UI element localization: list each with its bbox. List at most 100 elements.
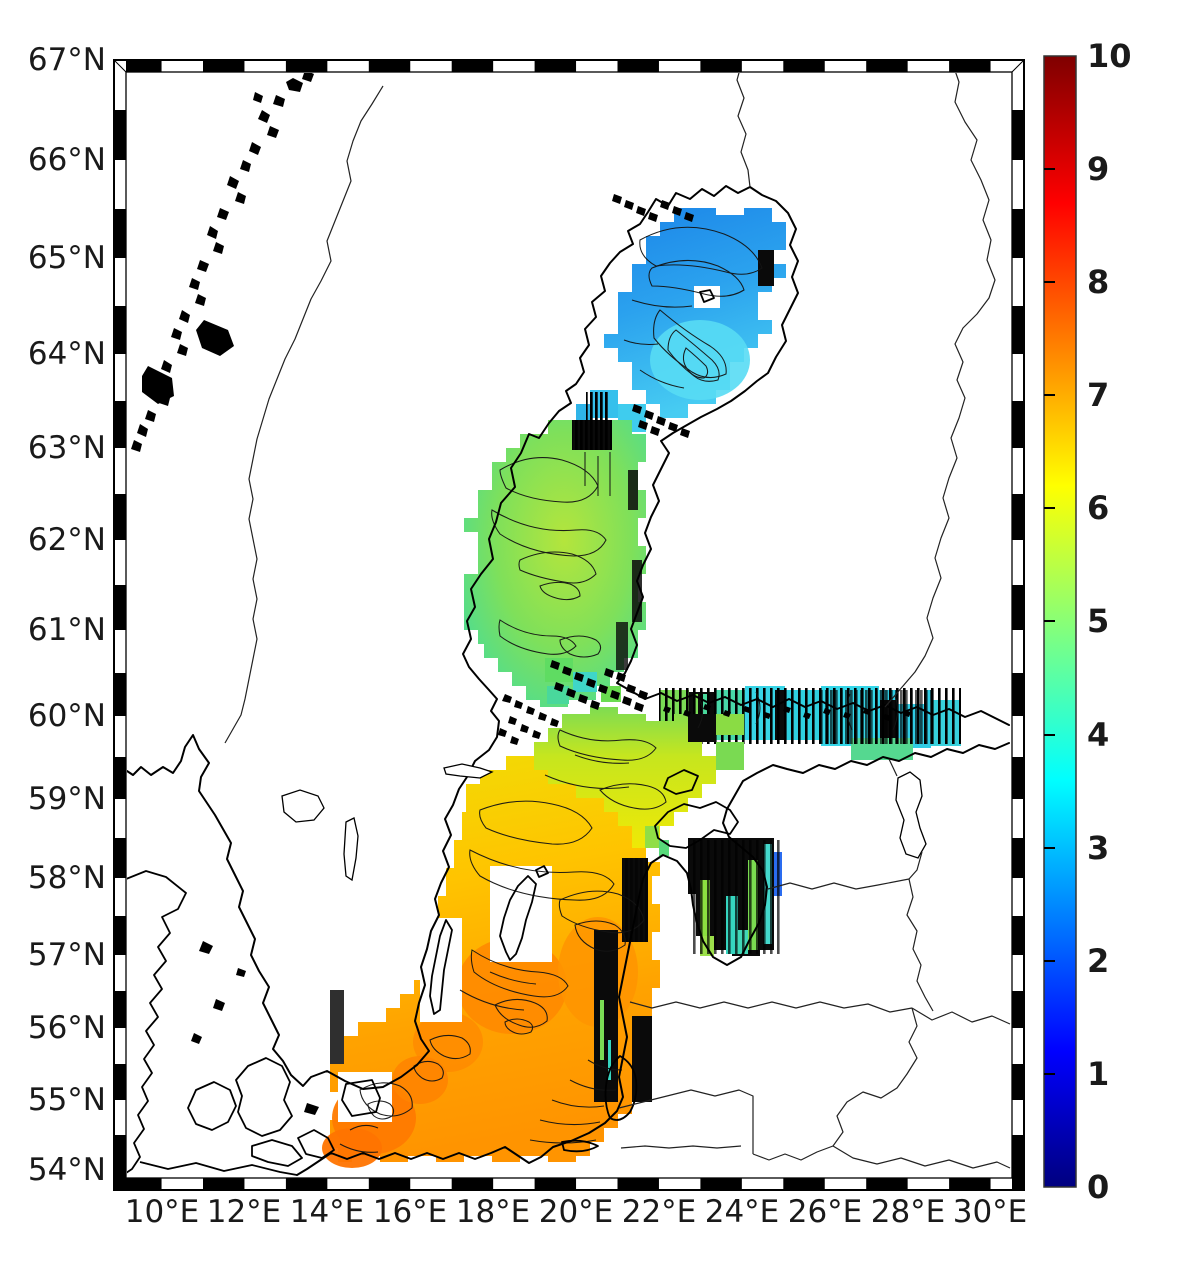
lon-tick-30e: 30°E [953, 1194, 1028, 1230]
data-region-bothnian-sea [464, 420, 646, 707]
stockholm-archipelago-islets [498, 694, 559, 745]
lon-tick-14e: 14°E [290, 1194, 365, 1230]
zealand-island [235, 1057, 293, 1137]
lat-tick-60n: 60°N [28, 698, 106, 734]
colorbar: 10 9 8 7 6 5 4 3 2 1 0 [1043, 37, 1132, 1206]
lolland-island [251, 1139, 303, 1167]
frame-checker-top [126, 60, 1012, 72]
lake-peipus [895, 771, 927, 859]
saaremaa-island [654, 801, 739, 849]
lat-tick-65n: 65°N [28, 240, 106, 276]
lake-vattern [343, 817, 359, 882]
lat-tick-67n: 67°N [28, 42, 106, 78]
latvia-russia-border [906, 878, 934, 1012]
lon-tick-10e: 10°E [125, 1194, 200, 1230]
vistula-lagoon [561, 1139, 599, 1153]
cbar-tick-0: 0 [1087, 1168, 1109, 1206]
colorbar-labels: 10 9 8 7 6 5 4 3 2 1 0 [1087, 37, 1132, 1206]
data-region-northern-baltic [534, 707, 744, 856]
lakes [281, 763, 927, 882]
norwegian-fjord-islands [142, 320, 234, 404]
lake-malaren [443, 763, 494, 779]
lon-tick-28e: 28°E [871, 1194, 946, 1230]
estonia-russia-border [888, 758, 923, 880]
hiiumaa-island [663, 769, 699, 795]
cbar-tick-4: 4 [1087, 716, 1109, 754]
cbar-tick-6: 6 [1087, 489, 1109, 527]
lake-vanern [281, 789, 325, 823]
aland-archipelago-islets [550, 660, 648, 712]
lon-tick-16e: 16°E [373, 1194, 448, 1230]
lon-tick-12e: 12°E [207, 1194, 282, 1230]
curonian-lagoon [604, 1055, 638, 1121]
lat-tick-63n: 63°N [28, 430, 106, 466]
latvia-lithuania-border [629, 1001, 913, 1013]
lat-tick-66n: 66°N [28, 142, 106, 178]
frame-outer-line [113, 59, 1025, 1191]
ruegen-island [297, 1129, 335, 1159]
hailuoto-island [699, 289, 715, 303]
latitude-axis: 67°N 66°N 65°N 64°N 63°N 62°N 61°N 60°N … [28, 42, 106, 1188]
lat-tick-59n: 59°N [28, 781, 106, 817]
lat-tick-62n: 62°N [28, 522, 106, 558]
bornholm-island [341, 1079, 381, 1117]
lat-tick-56n: 56°N [28, 1010, 106, 1046]
frame-inner-line [125, 71, 1013, 1179]
denmark-jutland-coastline [127, 870, 187, 1174]
frame-corner-miters [113, 59, 1025, 1191]
cbar-tick-9: 9 [1087, 150, 1109, 188]
kaliningrad-lithuania-border [618, 1089, 754, 1154]
funen-island [187, 1081, 237, 1131]
coastlines [127, 185, 1010, 1176]
bothnian-bay-islets [612, 194, 694, 222]
archipelago-islets [131, 73, 911, 1115]
cbar-tick-8: 8 [1087, 263, 1109, 301]
lat-tick-57n: 57°N [28, 937, 106, 973]
lat-tick-61n: 61°N [28, 612, 106, 648]
oland-island [429, 919, 453, 1015]
cbar-tick-5: 5 [1087, 602, 1109, 640]
kattegat-islets [191, 941, 319, 1115]
quark-archipelago-islets [632, 404, 690, 438]
lon-tick-18e: 18°E [456, 1194, 531, 1230]
belarus-russia-border [911, 1007, 1011, 1025]
cbar-tick-1: 1 [1087, 1055, 1109, 1093]
lon-tick-20e: 20°E [539, 1194, 614, 1230]
finland-coastline [616, 186, 1010, 726]
gotland-island [499, 865, 549, 961]
lithuania-belarus-border [752, 1007, 918, 1161]
lat-tick-55n: 55°N [28, 1082, 106, 1118]
country-borders [224, 73, 1011, 1169]
lat-tick-54n: 54°N [28, 1152, 106, 1188]
poland-belarus-border [832, 1145, 1011, 1169]
finland-russia-border [884, 73, 996, 708]
colorbar-ticks [1044, 168, 1055, 1075]
frame-checker-bottom [126, 1178, 1012, 1190]
finland-sweden-border [736, 73, 751, 188]
norwegian-coast-islets [131, 73, 314, 452]
german-baltic-coastline [139, 1161, 298, 1176]
cbar-tick-10: 10 [1087, 37, 1132, 75]
lon-tick-24e: 24°E [705, 1194, 780, 1230]
finnish-south-coast-islets [663, 704, 911, 721]
map-frame [113, 59, 1025, 1191]
norway-sweden-border [224, 85, 384, 744]
estonia-latvia-border [767, 878, 910, 890]
lon-tick-26e: 26°E [788, 1194, 863, 1230]
longitude-axis: 10°E 12°E 14°E 16°E 18°E 20°E 22°E 24°E … [125, 1194, 1028, 1230]
cbar-tick-2: 2 [1087, 942, 1109, 980]
poland-russia-border [620, 1145, 742, 1149]
data-region-gulf-of-riga [688, 838, 782, 956]
map-area [127, 73, 1011, 1176]
sweden-coastline [127, 185, 751, 1090]
frame-checker-left [114, 60, 126, 1190]
lat-tick-58n: 58°N [28, 860, 106, 896]
estonia-latvia-poland-coastline [296, 742, 1010, 1176]
frame-checker-right [1012, 60, 1024, 1190]
cbar-tick-3: 3 [1087, 829, 1109, 867]
lat-tick-64n: 64°N [28, 336, 106, 372]
lon-tick-22e: 22°E [622, 1194, 697, 1230]
cbar-tick-7: 7 [1087, 376, 1109, 414]
